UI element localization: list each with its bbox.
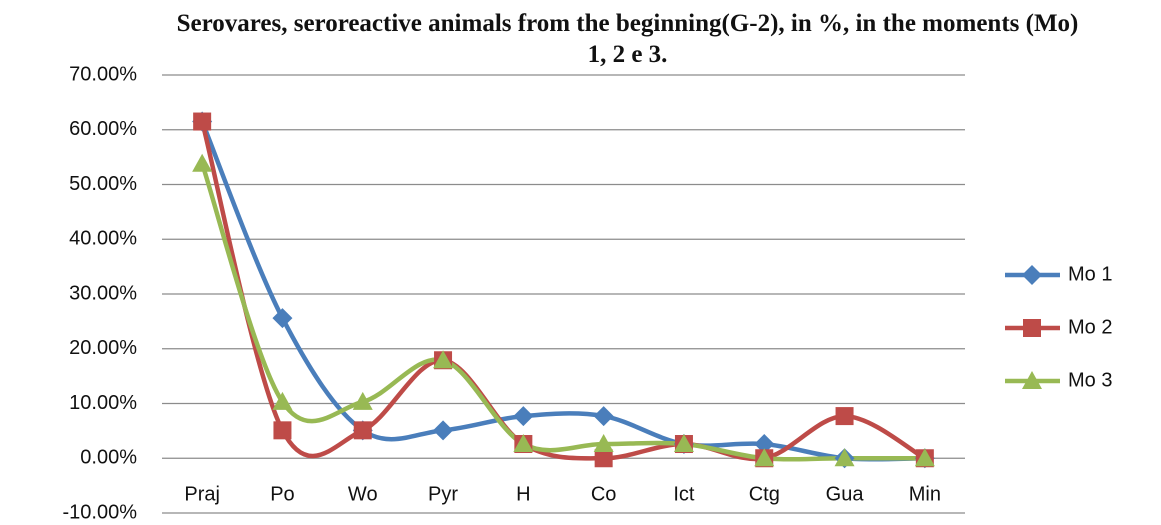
marker [1022, 265, 1042, 285]
legend-label: Mo 3 [1068, 369, 1112, 391]
marker [433, 420, 454, 441]
y-tick-label: 60.00% [69, 118, 137, 140]
legend-label: Mo 2 [1068, 316, 1112, 338]
marker [594, 449, 613, 468]
marker [1022, 371, 1042, 389]
marker [353, 421, 372, 440]
marker [754, 434, 775, 455]
y-tick-label: 30.00% [69, 282, 137, 304]
x-tick-label: Wo [348, 483, 378, 505]
x-tick-label: Gua [826, 483, 865, 505]
marker [673, 434, 694, 453]
y-tick-label: 70.00% [69, 63, 137, 85]
x-tick-label: Co [591, 483, 617, 505]
x-tick-label: Ict [673, 483, 695, 505]
legend-label: Mo 1 [1068, 263, 1112, 285]
marker [433, 350, 454, 369]
x-tick-label: H [516, 483, 530, 505]
series-line [200, 120, 925, 462]
marker [513, 406, 534, 427]
marker [272, 308, 293, 329]
y-tick-label: 40.00% [69, 228, 137, 250]
marker [193, 112, 212, 131]
chart-title: Serovares, seroreactive animals from the… [176, 10, 1079, 68]
y-tick-label: 10.00% [69, 392, 137, 414]
marker [1023, 319, 1041, 337]
x-tick-label: Praj [184, 483, 220, 505]
y-tick-label: 50.00% [69, 173, 137, 195]
marker [834, 448, 855, 467]
y-tick-label: 0.00% [80, 447, 137, 469]
series-line [199, 120, 926, 462]
x-tick-label: Po [270, 483, 294, 505]
marker [273, 421, 292, 440]
x-tick-label: Min [909, 483, 941, 505]
y-tick-label: 20.00% [69, 337, 137, 359]
x-tick-label: Pyr [428, 483, 458, 505]
x-tick-label: Ctg [749, 483, 780, 505]
marker [593, 406, 614, 427]
marker [352, 391, 373, 410]
marker [835, 407, 854, 426]
marker [272, 391, 293, 410]
marker [754, 448, 775, 467]
marker [513, 434, 534, 453]
marker [192, 153, 213, 172]
marker [593, 434, 614, 453]
y-tick-label: -10.00% [63, 501, 138, 523]
marker [914, 448, 935, 467]
